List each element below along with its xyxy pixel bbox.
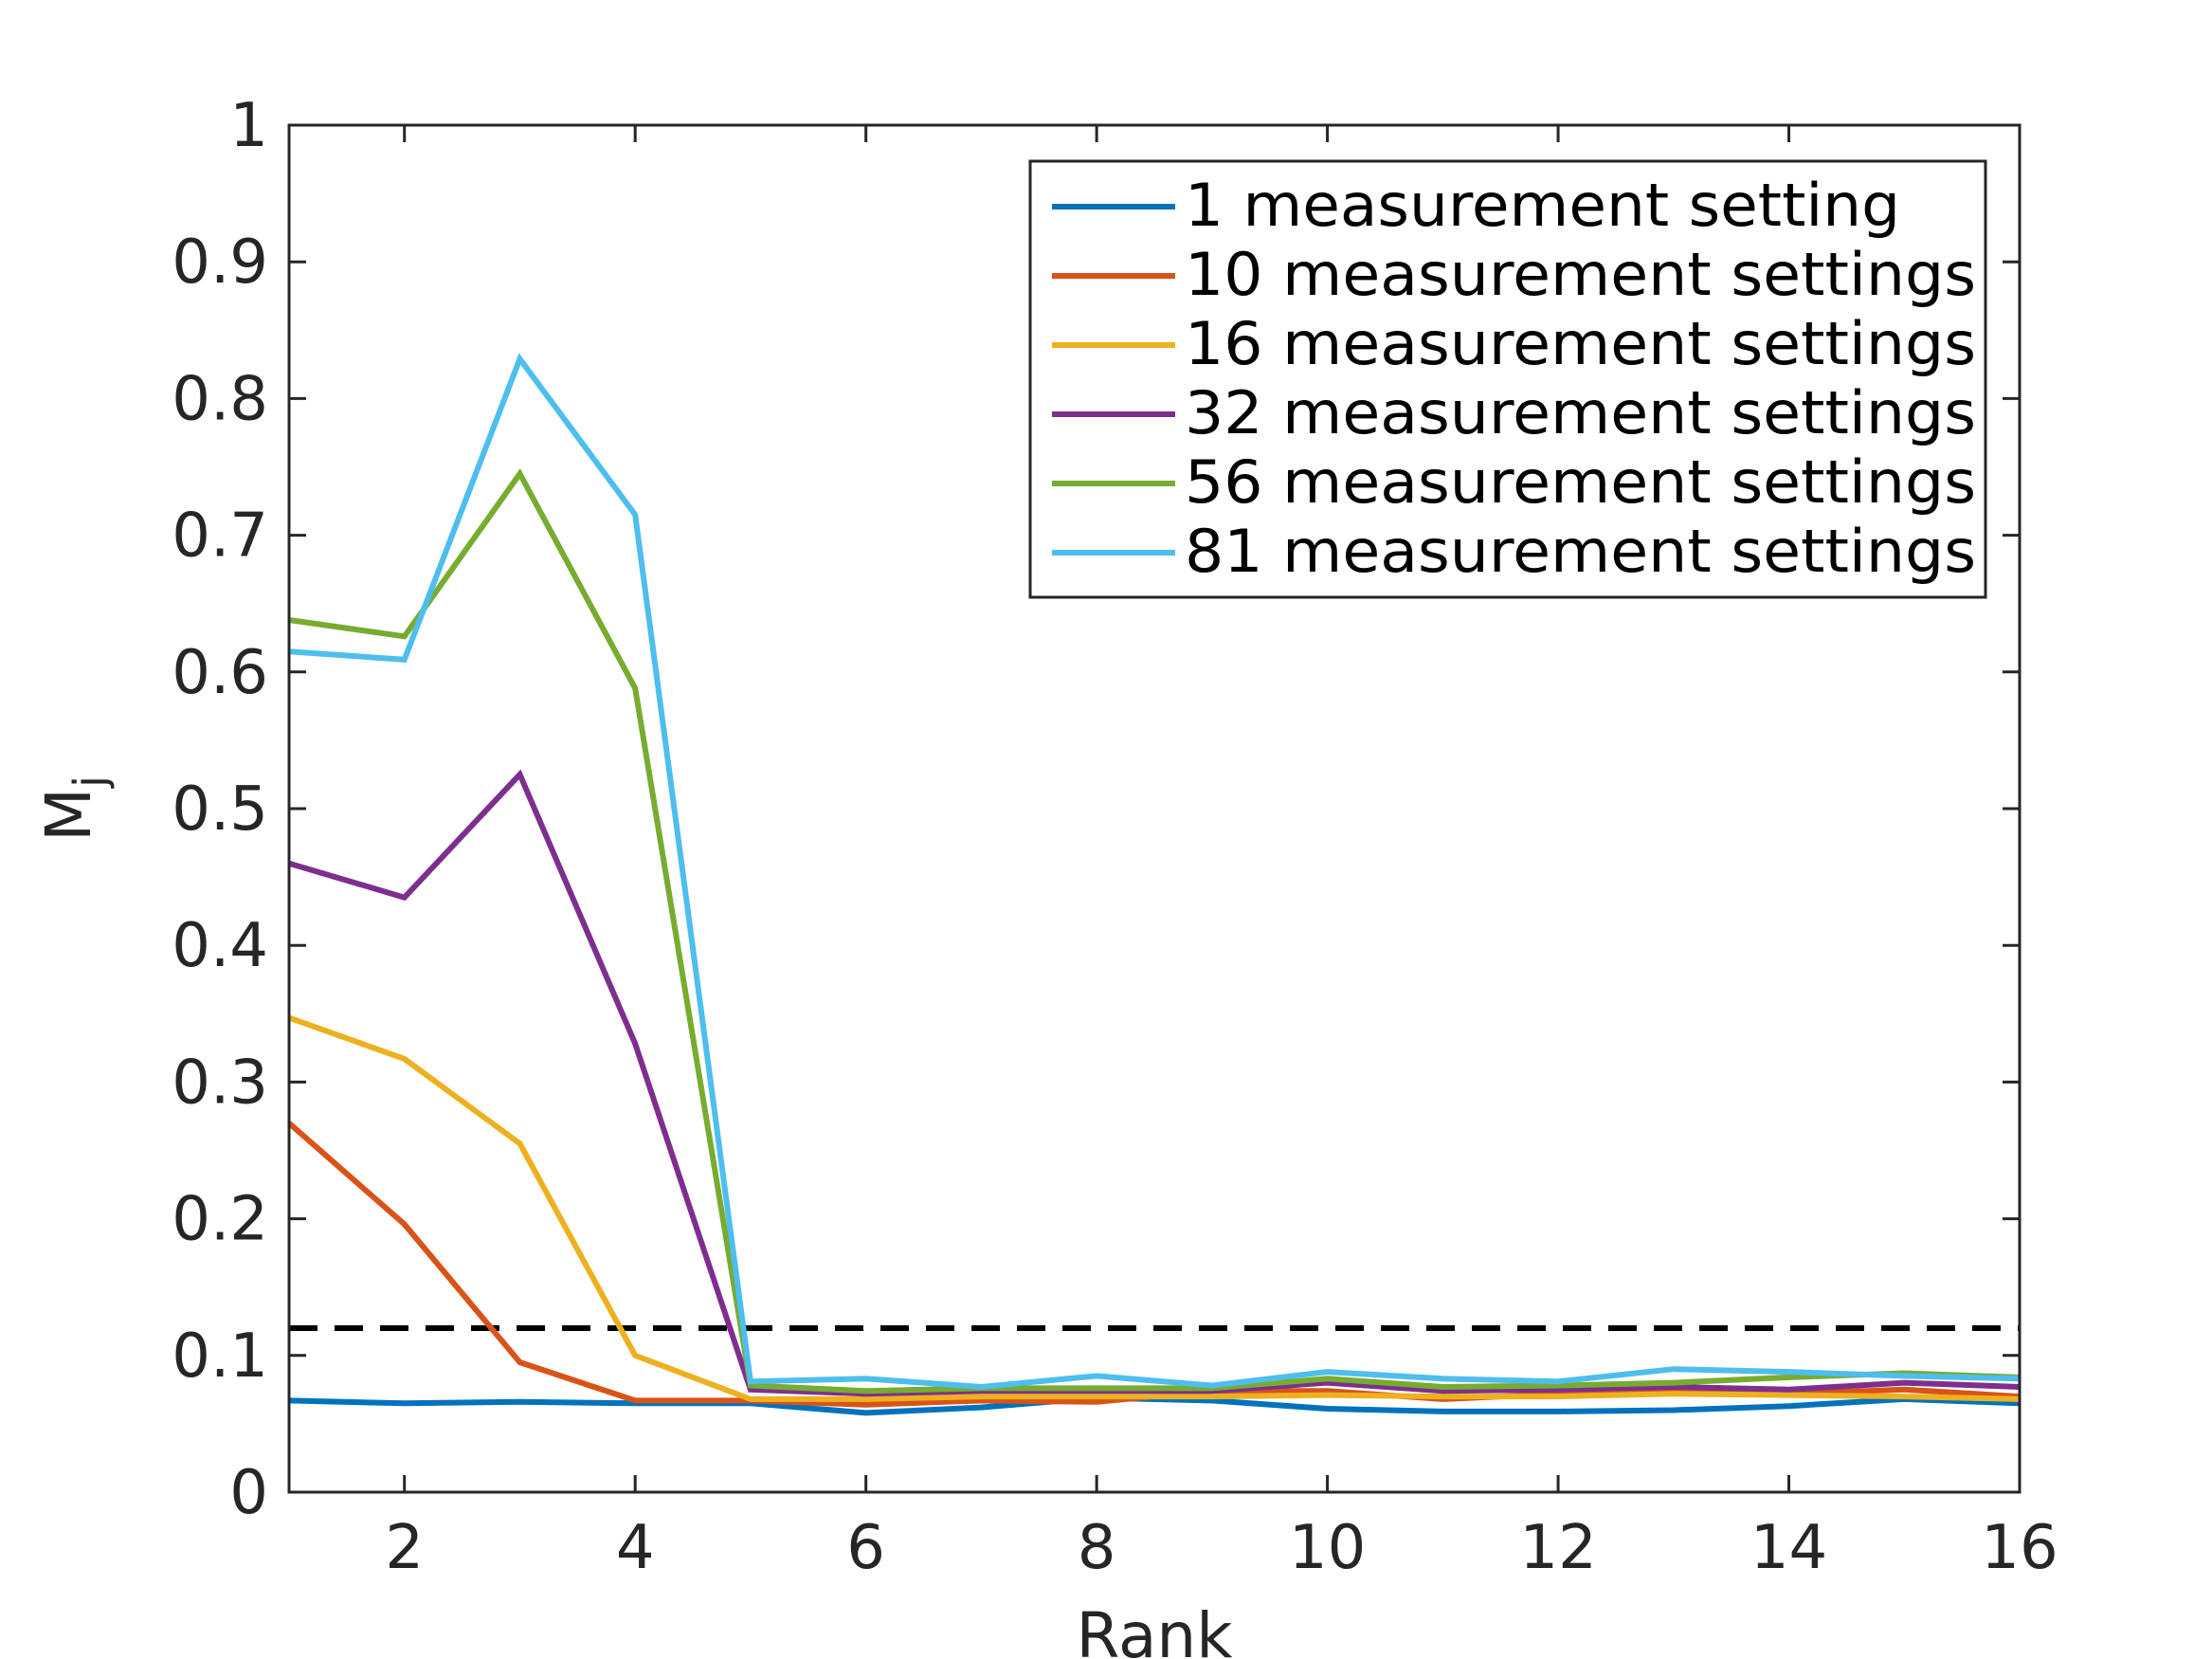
plot-frame (287, 123, 2022, 1494)
legend-label-1: 1 measurement setting (1185, 171, 1900, 240)
y-axis-label: Mj (32, 775, 116, 842)
y-axis-label-main: M (32, 788, 105, 842)
y-tick-label: 0.6 (172, 638, 268, 708)
legend-label-2: 10 measurement settings (1185, 240, 1976, 309)
legend-label-3: 16 measurement settings (1185, 309, 1976, 378)
x-tick-label: 4 (616, 1513, 655, 1583)
x-tick-label: 14 (1750, 1513, 1827, 1583)
x-axis-label: Rank (1077, 1599, 1234, 1659)
x-tick-label: 8 (1078, 1513, 1116, 1583)
x-tick-label: 2 (385, 1513, 424, 1583)
y-tick-label: 0.9 (172, 228, 268, 298)
legend-label-4: 32 measurement settings (1185, 378, 1976, 447)
series-line-5 (288, 468, 2021, 1395)
y-tick-label: 0.7 (172, 501, 268, 572)
x-tick-labels: 2 4 6 8 10 12 14 16 (385, 1513, 2058, 1583)
legend-label-6: 81 measurement settings (1185, 517, 1976, 586)
y-tick-label: 0 (229, 1458, 268, 1528)
x-tick-label: 10 (1289, 1513, 1366, 1583)
y-tick-labels: 0 0.1 0.2 0.3 0.4 0.5 0.6 0.7 0.8 0.9 1 (172, 91, 268, 1528)
series-line-3 (287, 1014, 2021, 1402)
series-layer (287, 353, 2021, 1416)
y-tick-label: 0.8 (172, 364, 268, 434)
y-tick-label: 0.1 (172, 1322, 268, 1392)
legend-box (1028, 159, 1987, 599)
x-tick-label: 6 (846, 1513, 885, 1583)
x-tick-label: 12 (1519, 1513, 1596, 1583)
y-tick-label: 0.2 (172, 1185, 268, 1255)
y-axis-label-subscript: j (64, 775, 116, 789)
x-tick-label: 16 (1981, 1513, 2058, 1583)
legend-label-5: 56 measurement settings (1185, 447, 1976, 517)
y-tick-label: 0.5 (172, 775, 268, 845)
y-tick-label: 0.4 (172, 911, 268, 981)
series-line-6 (288, 353, 2021, 1391)
y-tick-label: 0.3 (172, 1048, 268, 1118)
y-tick-label: 1 (229, 91, 268, 161)
